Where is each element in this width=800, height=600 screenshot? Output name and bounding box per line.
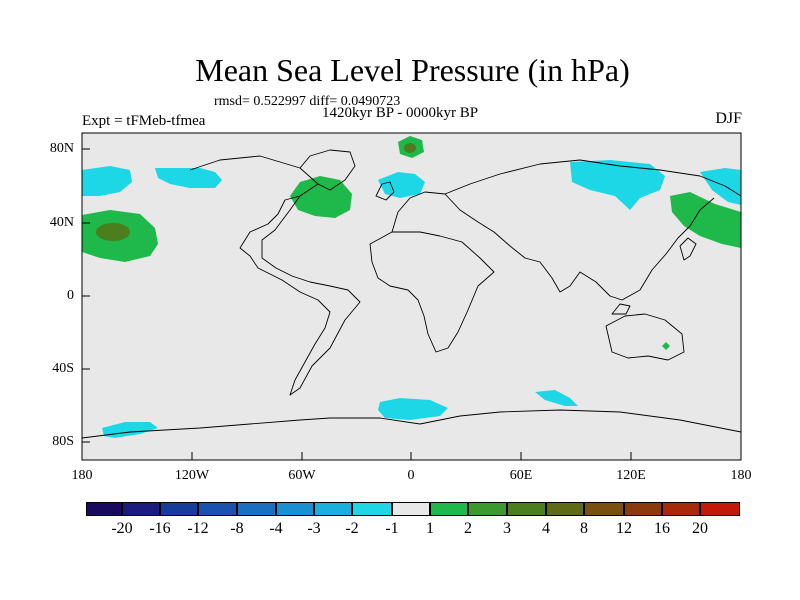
x-tick-label: 60W [288, 468, 316, 483]
colorbar-label: -1 [385, 520, 399, 537]
colorbar-box [160, 502, 198, 516]
colorbar-box [468, 502, 507, 516]
colorbar-box [546, 502, 584, 516]
colorbar-label: -20 [111, 520, 133, 537]
colorbar-box [122, 502, 160, 516]
colorbar-box [352, 502, 392, 516]
coastlines [81, 149, 742, 439]
colorbar-label: 16 [654, 520, 670, 537]
colorbar-box [237, 502, 276, 516]
colorbar-label: 2 [464, 520, 472, 537]
y-tick-label: 80N [49, 141, 74, 156]
x-tick-label: 180 [71, 468, 93, 483]
colorbar-label: -2 [345, 520, 359, 537]
colorbar-label: 1 [426, 520, 434, 537]
colorbar-label: -3 [307, 520, 321, 537]
tick-marks [81, 148, 742, 460]
stats-text: rmsd= 0.522997 diff= 0.0490723 [214, 94, 401, 109]
colorbar-label: -16 [149, 520, 171, 537]
colorbar-box [276, 502, 314, 516]
colorbar-label: -8 [230, 520, 244, 537]
colorbar-label: -12 [187, 520, 209, 537]
x-tick-label: 180 [730, 468, 752, 483]
colorbar-label: 3 [503, 520, 511, 537]
y-tick-label: 0 [67, 288, 74, 303]
y-tick-label: 40N [49, 215, 74, 230]
positive-anomaly-patches [82, 136, 741, 350]
colorbar-box [584, 502, 624, 516]
colorbar-box [430, 502, 468, 516]
x-tick-label: 120E [616, 468, 646, 483]
chart-title: Mean Sea Level Pressure (in hPa) [195, 52, 630, 88]
colorbar-label: 4 [542, 520, 550, 537]
colorbar-label: 12 [616, 520, 632, 537]
experiment-label: Expt = tFMeb-tfmea [82, 113, 206, 129]
colorbar-label: 20 [692, 520, 708, 537]
x-tick-label: 120W [174, 468, 210, 483]
colorbar-box [624, 502, 662, 516]
colorbar-box [392, 502, 430, 516]
colorbar-label: -4 [269, 520, 283, 537]
colorbar-box [314, 502, 352, 516]
period-text: 1420kyr BP - 0000kyr BP [322, 105, 479, 121]
x-tick-label: 60E [509, 468, 533, 483]
x-tick-label: 0 [407, 468, 415, 483]
colorbar-label: 8 [580, 520, 588, 537]
y-tick-label: 40S [52, 361, 74, 376]
colorbar-box [86, 502, 122, 516]
colorbar-box [198, 502, 237, 516]
colorbar-box [507, 502, 546, 516]
colorbar-box [662, 502, 700, 516]
y-tick-label: 80S [52, 434, 74, 449]
colorbar-box [700, 502, 740, 516]
season-label: DJF [715, 110, 742, 127]
negative-anomaly-patches [82, 160, 741, 438]
